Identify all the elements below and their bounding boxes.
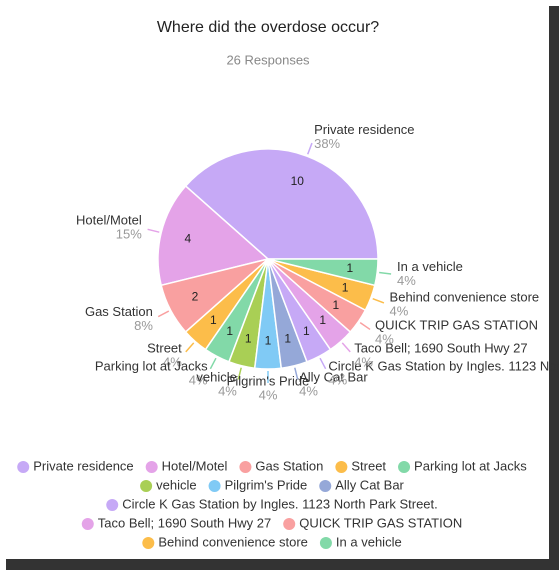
slice-percent: 4% [375,331,394,346]
slice-count: 1 [319,313,326,327]
slice-label: Taco Bell; 1690 South Hwy 27 [354,341,527,356]
legend-item: Ally Cat Bar [319,477,405,492]
slice-count: 1 [210,313,217,327]
slice-count: 1 [303,324,310,338]
label-leader [379,271,392,275]
legend-label: Gas Station [255,458,323,473]
legend-swatch [335,461,348,473]
slice-label: Private residence [314,122,414,137]
legend-label: Street [351,458,386,473]
slice-count: 1 [284,331,291,345]
slice-label: QUICK TRIP GAS STATION [375,317,538,332]
slice-count: 1 [245,331,252,345]
legend-label: Parking lot at Jacks [414,458,527,473]
legend-swatch [398,461,411,473]
legend-swatch [17,461,30,473]
label-leader [157,310,170,318]
slice-percent: 4% [397,273,416,288]
label-leader [359,322,371,331]
pie-slice [267,258,379,287]
slice-percent: 4% [299,384,318,399]
slice-label: Ally Cat Bar [299,370,368,385]
slice-label: Parking lot at Jacks [95,359,208,374]
label-leader [372,298,385,304]
legend-label: Behind convenience store [158,534,308,549]
slice-percent: 38% [314,136,340,151]
slice-label: Hotel/Motel [76,212,142,227]
legend-swatch [319,480,332,492]
legend-swatch [81,518,94,530]
slice-count: 1 [226,324,233,338]
slice-count: 4 [185,231,192,245]
label-leader [147,228,160,233]
slice-percent: 4% [328,373,347,388]
slice-label: Behind convenience store [390,290,540,305]
slice-percent: 4% [218,384,237,399]
legend-label: Taco Bell; 1690 South Hwy 27 [98,515,271,530]
label-leader [294,367,299,380]
legend-item: Hotel/Motel [145,458,228,473]
legend-label: QUICK TRIP GAS STATION [299,515,462,530]
slice-label: In a vehicle [397,259,463,274]
slice-label: Circle K Gas Station by Ingles. 1123 Nor… [328,359,559,374]
legend-swatch [283,518,296,530]
legend-item: Pilgrim's Pride [208,477,308,492]
legend-label: Circle K Gas Station by Ingles. 1123 Nor… [122,496,438,511]
legend-item: Private residence [17,458,134,473]
legend-item: Gas Station [239,458,323,473]
slice-percent: 4% [354,355,373,370]
legend-item: In a vehicle [319,534,402,549]
pie-slice [184,148,379,260]
pie-slice [157,184,270,287]
legend-swatch [140,480,153,492]
slice-label: Street [147,341,182,356]
legend-label: vehicle [156,477,196,492]
slice-label: Pilgrim's Pride [227,373,310,388]
label-leader [307,142,313,155]
legend-swatch [142,537,155,549]
legend-label: Hotel/Motel [162,458,228,473]
legend-label: Ally Cat Bar [335,477,404,492]
slice-percent: 15% [116,226,142,241]
legend-item: Parking lot at Jacks [398,458,527,473]
label-leader [341,342,351,353]
legend-swatch [145,461,158,473]
slice-label: vehicle [196,370,236,385]
label-leader [237,367,242,380]
slice-label: Gas Station [85,304,153,319]
legend-label: In a vehicle [336,534,402,549]
slice-count: 10 [291,174,305,188]
slice-count: 1 [265,334,272,348]
label-leader [319,357,327,370]
slice-percent: 4% [390,304,409,319]
legend-item: Behind convenience store [142,534,308,549]
slice-percent: 8% [134,318,153,333]
legend-swatch [208,480,221,492]
slice-count: 1 [347,261,354,275]
label-leader [185,342,195,353]
slice-count: 1 [333,298,340,312]
legend-item: Taco Bell; 1690 South Hwy 27 [81,515,271,530]
legend-label: Private residence [33,458,133,473]
chart-subtitle: 26 Responses [226,52,310,67]
legend-item: QUICK TRIP GAS STATION [283,515,462,530]
legend-item: Circle K Gas Station by Ingles. 1123 Nor… [106,496,438,511]
slice-percent: 4% [163,355,182,370]
legend-swatch [239,461,252,473]
legend-item: Street [335,458,386,473]
legend-swatch [106,499,119,511]
legend-label: Pilgrim's Pride [225,477,308,492]
legend-swatch [319,537,332,549]
slice-count: 1 [342,280,349,294]
label-leader [209,357,217,370]
slice-percent: 4% [259,387,278,402]
chart-title: Where did the overdose occur? [157,19,379,36]
slice-count: 2 [192,290,199,304]
legend-item: vehicle [140,477,197,492]
slice-percent: 4% [189,373,208,388]
